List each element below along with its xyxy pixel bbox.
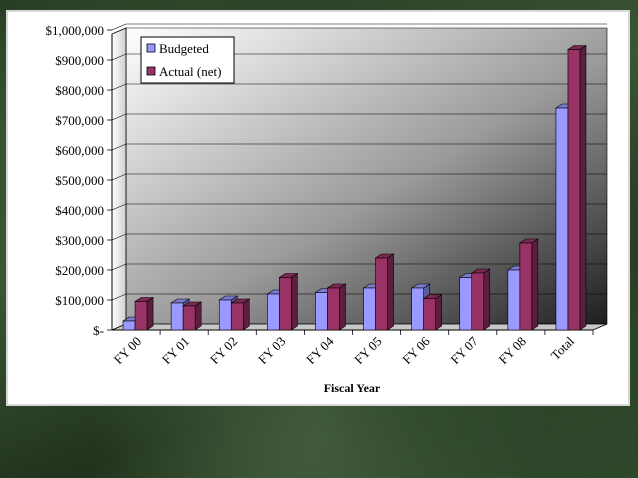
bar-actual-total	[566, 44, 587, 331]
gridline	[111, 83, 607, 91]
gridline	[111, 203, 607, 211]
x-tick-label: FY 03	[255, 334, 289, 368]
x-axis-title: Fiscal Year	[324, 381, 381, 395]
gridline	[111, 143, 607, 151]
legend: Budgeted Actual (net)	[140, 36, 235, 84]
legend-label-budgeted: Budgeted	[159, 41, 209, 56]
gridline	[111, 263, 607, 271]
y-tick-label: $300,000	[55, 233, 104, 248]
bar-actual-fy-00	[134, 296, 155, 331]
x-tick-label: FY 07	[447, 333, 481, 367]
x-tick-label: FY 04	[303, 333, 337, 367]
x-tick-label: FY 06	[399, 333, 433, 367]
gridline	[111, 173, 607, 181]
gridline	[111, 293, 607, 301]
y-tick-label: $-	[93, 323, 104, 338]
bar-actual-fy-05	[374, 253, 395, 331]
bar-actual-fy-01	[182, 301, 203, 331]
bar-actual-fy-07	[470, 268, 491, 331]
bar-actual-fy-04	[326, 283, 347, 331]
x-tick-label: FY 01	[159, 334, 193, 368]
y-tick-label: $1,000,000	[46, 23, 105, 38]
bar-actual-fy-02	[230, 298, 251, 331]
legend-swatch-actual	[146, 66, 156, 76]
x-tick-label: FY 08	[495, 334, 529, 368]
x-tick-label: FY 05	[351, 334, 385, 368]
y-tick-label: $900,000	[55, 53, 104, 68]
legend-label-actual: Actual (net)	[159, 64, 221, 79]
gridline	[111, 233, 607, 241]
bar-actual-fy-08	[518, 238, 539, 331]
x-tick-label: Total	[548, 333, 578, 363]
y-tick-label: $600,000	[55, 143, 104, 158]
y-tick-label: $500,000	[55, 173, 104, 188]
bar-actual-fy-03	[278, 272, 299, 331]
y-tick-label: $800,000	[55, 83, 104, 98]
gridline	[111, 23, 607, 31]
y-tick-label: $700,000	[55, 113, 104, 128]
legend-box	[140, 36, 235, 84]
bar-actual-fy-06	[422, 293, 443, 331]
gridline	[111, 53, 607, 61]
legend-swatch-budgeted	[146, 43, 156, 53]
y-tick-label: $200,000	[55, 263, 104, 278]
gridline	[111, 113, 607, 121]
y-tick-label: $100,000	[55, 293, 104, 308]
x-tick-label: FY 02	[207, 334, 241, 368]
y-tick-label: $400,000	[55, 203, 104, 218]
x-tick-label: FY 00	[111, 334, 145, 368]
